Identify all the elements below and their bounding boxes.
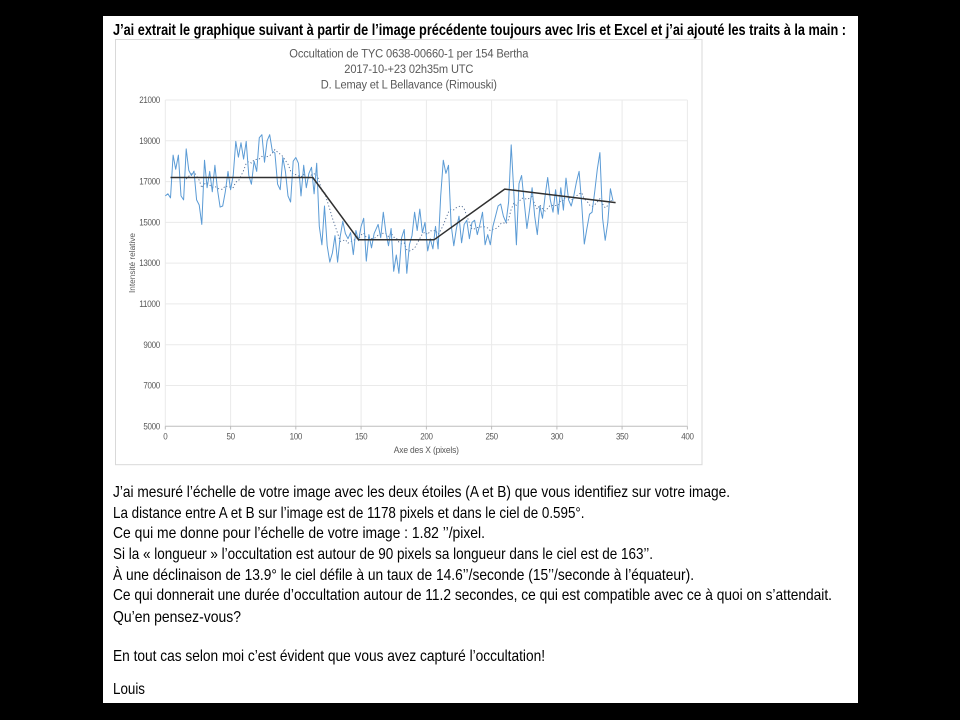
svg-text:5000: 5000 bbox=[143, 421, 160, 431]
svg-text:350: 350 bbox=[616, 432, 629, 442]
svg-text:50: 50 bbox=[227, 432, 236, 442]
svg-text:250: 250 bbox=[485, 432, 498, 442]
svg-text:19000: 19000 bbox=[139, 136, 160, 146]
svg-text:11000: 11000 bbox=[139, 299, 160, 309]
svg-text:0: 0 bbox=[163, 432, 167, 442]
svg-text:Axe des X (pixels): Axe des X (pixels) bbox=[394, 445, 459, 456]
svg-text:15000: 15000 bbox=[139, 218, 160, 228]
svg-text:9000: 9000 bbox=[143, 340, 160, 350]
svg-text:400: 400 bbox=[681, 432, 694, 442]
svg-text:Intensité relative: Intensité relative bbox=[127, 233, 137, 293]
svg-text:150: 150 bbox=[355, 432, 368, 442]
svg-text:13000: 13000 bbox=[139, 258, 160, 268]
svg-text:17000: 17000 bbox=[139, 177, 160, 187]
svg-text:21000: 21000 bbox=[139, 95, 160, 105]
svg-text:100: 100 bbox=[290, 432, 303, 442]
svg-text:Occultation de TYC 0638-00660-: Occultation de TYC 0638-00660-1 per 154 … bbox=[289, 49, 529, 61]
svg-text:200: 200 bbox=[420, 432, 433, 442]
svg-text:300: 300 bbox=[551, 432, 564, 442]
svg-text:7000: 7000 bbox=[143, 381, 160, 391]
svg-text:D. Lemay et L Bellavance (Rimo: D. Lemay et L Bellavance (Rimouski) bbox=[321, 79, 497, 91]
svg-text:2017-10-+23 02h35m UTC: 2017-10-+23 02h35m UTC bbox=[344, 64, 473, 76]
